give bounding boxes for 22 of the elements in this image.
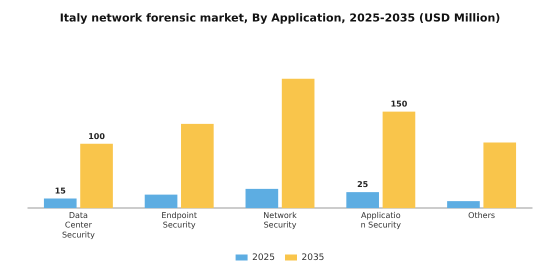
legend-label: 2025 — [252, 252, 275, 263]
data-label: 15 — [54, 186, 66, 196]
x-tick-label: Endpoint Security — [161, 211, 198, 230]
bar — [382, 112, 416, 208]
data-label: 100 — [88, 132, 106, 141]
bar — [346, 192, 379, 208]
data-label: 25 — [357, 180, 369, 190]
bar — [246, 188, 278, 208]
bar — [483, 142, 516, 208]
x-tick-label: Data Center Security — [62, 211, 96, 240]
bar — [181, 124, 214, 208]
legend-label: 2035 — [302, 252, 324, 263]
x-tick-label: Others — [468, 211, 496, 220]
bar — [44, 198, 77, 208]
data-label: 150 — [390, 100, 408, 109]
x-tick-label: Applicatio n Security — [360, 211, 402, 230]
x-tick-label: Network Security — [263, 211, 298, 230]
chart-title: Italy network forensic market, By Application, 2025-2035 (USD Million) — [60, 11, 500, 24]
bar — [282, 78, 314, 208]
bar — [80, 144, 113, 208]
bar — [447, 201, 480, 208]
bar — [144, 194, 178, 208]
